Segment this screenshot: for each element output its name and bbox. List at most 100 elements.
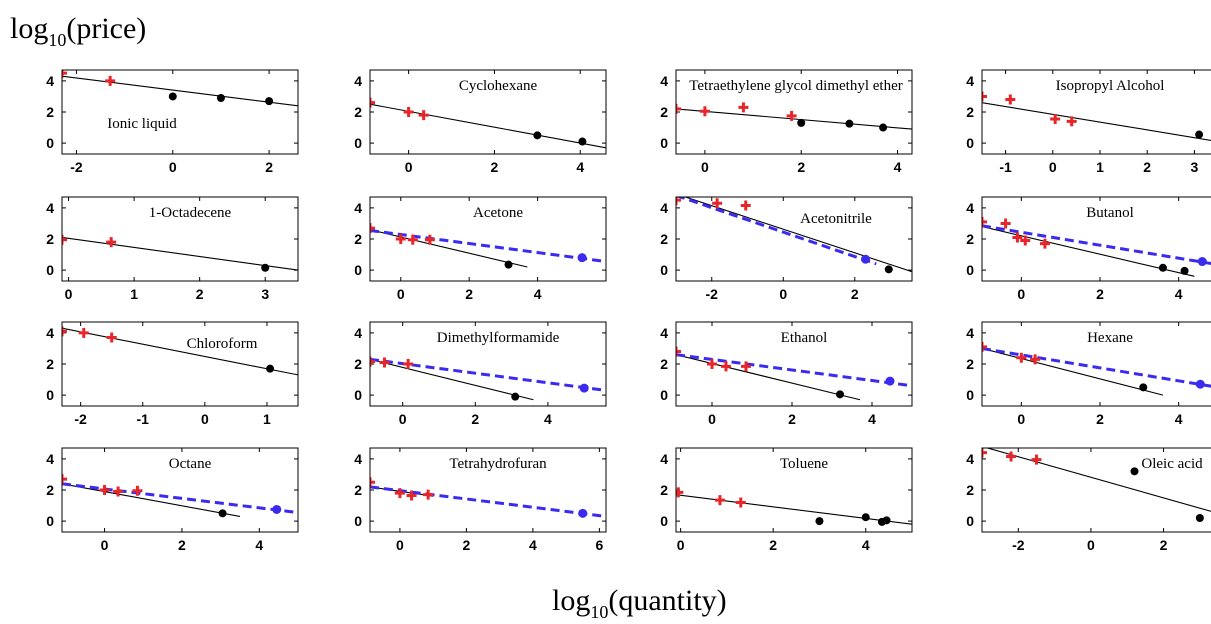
y-tick-label: 0 <box>46 262 54 278</box>
y-tick-label: 2 <box>966 231 974 247</box>
blue-dashed-fit-line <box>370 228 606 264</box>
x-tick-label: 0 <box>701 159 709 175</box>
y-tick-label: 2 <box>966 104 974 120</box>
y-tick-label: 2 <box>966 482 974 498</box>
panel-butanol: 0 2 4 0 2 4 Butanol <box>966 196 1211 302</box>
panel-title: Isopropyl Alcohol <box>1056 78 1165 94</box>
panel-title: Dimethylformamide <box>437 330 560 346</box>
y-tick-label: 0 <box>660 135 668 151</box>
red-plus-point <box>721 361 731 372</box>
x-label-argument: (quantity) <box>608 584 726 617</box>
panel-plot-area <box>982 216 1211 277</box>
blue-dashed-fit-line <box>62 482 298 515</box>
y-tick-label: 2 <box>660 104 668 120</box>
red-plus-point <box>406 490 417 501</box>
red-plus-point <box>424 234 435 245</box>
black-point <box>1130 467 1139 476</box>
red-plus-point <box>370 97 375 108</box>
x-axis-super-label: log10(quantity) <box>552 584 727 622</box>
blue-point <box>577 253 587 263</box>
red-plus-point <box>1050 114 1061 124</box>
y-tick-label: 0 <box>966 135 974 151</box>
red-plus-point <box>62 70 67 79</box>
panel-frame <box>61 69 299 155</box>
blue-point <box>1197 257 1207 267</box>
x-tick-label: -2 <box>706 286 719 302</box>
panel-frame <box>981 196 1211 282</box>
fit-line <box>676 108 912 130</box>
red-plus-point <box>982 216 987 227</box>
panel-frame <box>675 447 913 533</box>
x-tick-label: -1 <box>999 159 1012 175</box>
y-tick-label: 2 <box>660 482 668 498</box>
x-tick-label: -2 <box>70 159 83 175</box>
y-tick-label: 0 <box>660 262 668 278</box>
red-plus-point <box>403 107 414 117</box>
y-tick-label: 4 <box>966 200 974 216</box>
red-plus-point <box>370 356 375 367</box>
red-plus-point <box>395 234 406 244</box>
y-label-argument: (price) <box>66 12 146 45</box>
y-tick-label: 2 <box>354 482 362 498</box>
black-point <box>882 516 891 525</box>
x-tick-label: 0 <box>708 411 716 427</box>
red-plus-point <box>676 487 684 498</box>
black-point <box>845 119 854 128</box>
x-tick-label: 6 <box>595 537 603 553</box>
red-plus-point <box>676 197 681 206</box>
red-plus-point <box>62 234 67 245</box>
y-tick-label: 0 <box>46 513 54 529</box>
x-tick-label: 4 <box>1175 411 1183 427</box>
y-tick-label: 2 <box>660 356 668 372</box>
red-plus-point <box>1016 352 1027 363</box>
y-tick-label: 0 <box>354 262 362 278</box>
panel-frame <box>675 321 913 407</box>
x-tick-label: 0 <box>101 537 109 553</box>
panel-ethanol: 0 2 4 0 2 4 Ethanol <box>660 321 913 427</box>
blue-point <box>272 504 282 514</box>
y-tick-label: 2 <box>46 356 54 372</box>
x-tick-label: 4 <box>862 537 870 553</box>
fit-line <box>370 358 534 401</box>
x-tick-label: 4 <box>1175 286 1183 302</box>
x-tick-label: 0 <box>405 159 413 175</box>
black-point <box>504 260 513 269</box>
panel-plot-area <box>62 474 298 518</box>
y-tick-label: 2 <box>354 356 362 372</box>
x-tick-label: 4 <box>576 159 584 175</box>
panel-dimethylformamide: 0 2 4 0 2 4 Dimethylformamide <box>354 321 607 427</box>
panel-tetraethylene-glycol-dimethyl-ether: 0 2 4 0 2 4 Tetraethylene glycol dimethyl ethe… <box>660 69 913 175</box>
x-tick-label: -1 <box>137 411 150 427</box>
black-point <box>879 123 888 132</box>
panel-plot-area <box>676 346 912 401</box>
x-tick-label: 4 <box>255 537 263 553</box>
panel-plot-area <box>676 102 912 132</box>
y-tick-label: 0 <box>46 135 54 151</box>
red-plus-point <box>62 474 67 485</box>
x-label-base: log <box>552 584 590 617</box>
blue-dashed-fit-line <box>370 485 606 518</box>
y-tick-label: 4 <box>354 200 362 216</box>
red-plus-point <box>370 223 375 234</box>
blue-dashed-fit-line <box>676 197 877 266</box>
red-plus-point <box>1031 454 1042 465</box>
y-tick-label: 4 <box>660 451 668 467</box>
x-tick-label: 1 <box>130 286 138 302</box>
x-tick-label: 4 <box>868 411 876 427</box>
red-plus-point <box>1066 116 1077 127</box>
red-plus-point <box>982 448 987 458</box>
red-plus-point <box>370 477 375 488</box>
red-plus-point <box>1030 354 1041 365</box>
x-tick-label: 0 <box>677 537 685 553</box>
red-plus-point <box>418 110 429 121</box>
panel-title: Ethanol <box>781 330 828 346</box>
panel-title: Tetraethylene glycol dimethyl ether <box>689 78 902 94</box>
x-tick-label: 2 <box>1143 159 1151 175</box>
red-plus-point <box>699 106 710 117</box>
panel-plot-area <box>62 70 298 107</box>
x-tick-label: 0 <box>1087 537 1095 553</box>
fit-line <box>982 347 1164 396</box>
blue-dashed-fit-line <box>370 357 606 392</box>
x-tick-label: 2 <box>462 537 470 553</box>
